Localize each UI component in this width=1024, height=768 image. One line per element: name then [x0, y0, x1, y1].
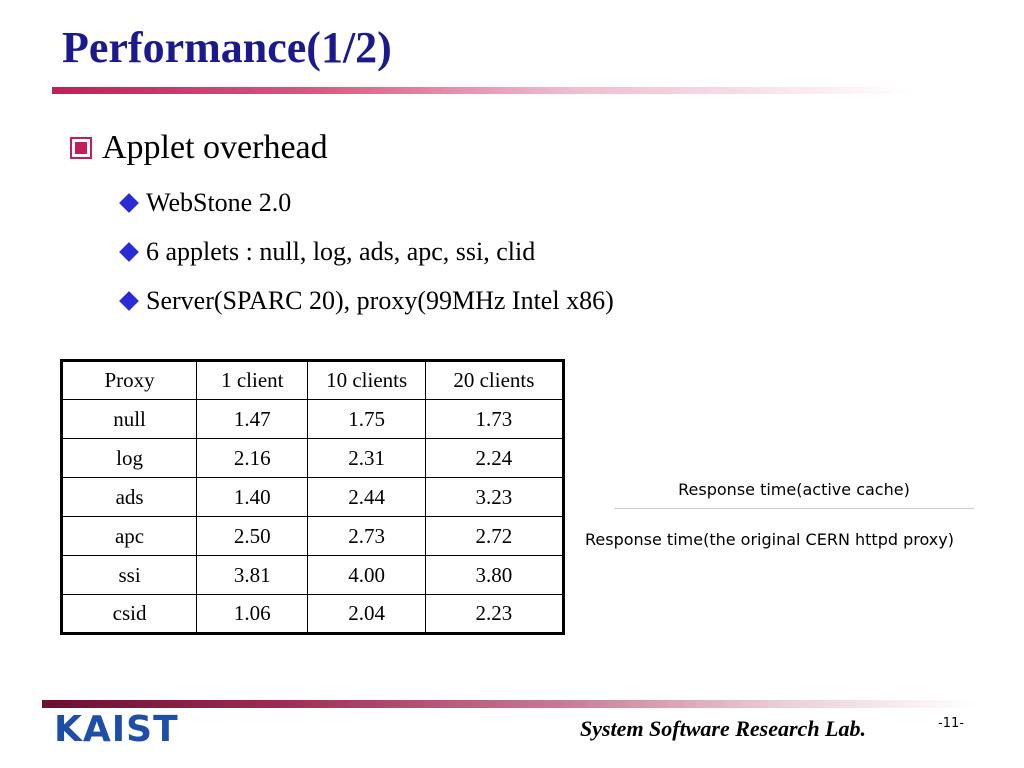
footer-rule	[42, 700, 976, 708]
kaist-logo: KAIST	[54, 709, 179, 750]
sub-bullet-text: 6 applets : null, log, ads, apc, ssi, cl…	[146, 237, 536, 266]
square-bullet-icon	[70, 137, 92, 159]
sub-bullet-2: 6 applets : null, log, ads, apc, ssi, cl…	[116, 239, 535, 265]
table-cell: 2.50	[196, 516, 309, 556]
table-row: ads 1.40 2.44 3.23	[60, 477, 565, 517]
diamond-bullet-icon	[119, 291, 139, 311]
title-underline	[52, 87, 912, 94]
table-row: apc 2.50 2.73 2.72	[60, 516, 565, 556]
ratio-denominator-label: Response time(the original CERN httpd pr…	[585, 530, 954, 549]
header-cell: 1 client	[196, 360, 309, 400]
table-cell: 3.80	[424, 555, 565, 595]
table-cell: 2.04	[307, 594, 426, 634]
table-cell: 2.24	[424, 438, 565, 478]
table-row: ssi 3.81 4.00 3.80	[60, 555, 565, 595]
table-cell: 3.81	[196, 555, 309, 595]
table-cell: csid	[60, 594, 198, 634]
table-header-row: Proxy 1 client 10 clients 20 clients	[60, 360, 565, 400]
sub-bullet-3: Server(SPARC 20), proxy(99MHz Intel x86)	[116, 288, 614, 314]
table-cell: 3.23	[424, 477, 565, 517]
table-cell: 2.44	[307, 477, 426, 517]
table-cell: apc	[60, 516, 198, 556]
table-cell: 1.06	[196, 594, 309, 634]
table-cell: 2.31	[307, 438, 426, 478]
table-cell: 2.72	[424, 516, 565, 556]
table-cell: log	[60, 438, 198, 478]
header-cell: Proxy	[60, 360, 198, 400]
table-cell: 2.16	[196, 438, 309, 478]
header-cell: 20 clients	[424, 360, 565, 400]
table-cell: 1.73	[424, 399, 565, 439]
diamond-bullet-icon	[119, 242, 139, 262]
main-bullet-text: Applet overhead	[102, 129, 328, 166]
sub-bullet-1: WebStone 2.0	[116, 190, 291, 216]
lab-name: System Software Research Lab.	[580, 716, 866, 741]
main-bullet: Applet overhead	[70, 131, 328, 165]
ratio-numerator-label: Response time(active cache)	[678, 480, 910, 499]
table-cell: 1.47	[196, 399, 309, 439]
table-row: log 2.16 2.31 2.24	[60, 438, 565, 478]
header-cell: 10 clients	[307, 360, 426, 400]
table-cell: ssi	[60, 555, 198, 595]
diamond-bullet-icon	[119, 193, 139, 213]
table-cell: 4.00	[307, 555, 426, 595]
table-cell: null	[60, 399, 198, 439]
table-row: null 1.47 1.75 1.73	[60, 399, 565, 439]
ratio-divider-line	[614, 508, 974, 509]
page-number: -11-	[938, 716, 964, 731]
table-row: csid 1.06 2.04 2.23	[60, 594, 565, 634]
table-cell: 2.23	[424, 594, 565, 634]
table-cell: 1.40	[196, 477, 309, 517]
sub-bullet-text: Server(SPARC 20), proxy(99MHz Intel x86)	[146, 286, 614, 315]
sub-bullet-text: WebStone 2.0	[146, 188, 292, 217]
table-cell: 2.73	[307, 516, 426, 556]
slide-title: Performance(1/2)	[62, 23, 392, 72]
table-cell: 1.75	[307, 399, 426, 439]
performance-table: Proxy 1 client 10 clients 20 clients nul…	[60, 359, 565, 635]
table-cell: ads	[60, 477, 198, 517]
